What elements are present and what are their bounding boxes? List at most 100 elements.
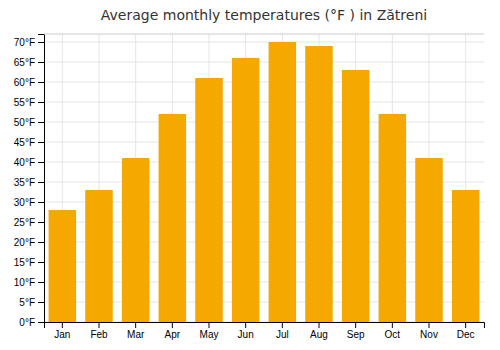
y-tick-label: 25°F	[14, 217, 35, 228]
y-tick-label: 20°F	[14, 237, 35, 248]
y-tick: 60°F	[14, 77, 44, 88]
y-tick-mark	[38, 282, 44, 283]
bar	[452, 190, 480, 322]
x-tick-label: Sep	[347, 329, 365, 340]
x-tick-mark	[465, 322, 466, 328]
y-tick-mark	[38, 82, 44, 83]
x-tick: Dec	[457, 322, 475, 340]
y-tick: 55°F	[14, 97, 44, 108]
x-tick-mark	[392, 322, 393, 328]
bar	[85, 190, 113, 322]
x-tick-mark	[282, 322, 283, 328]
y-tick-mark	[38, 202, 44, 203]
x-tick-label: Jan	[54, 329, 70, 340]
bar	[379, 114, 407, 322]
x-tick-label: Oct	[385, 329, 401, 340]
y-tick-label: 45°F	[14, 137, 35, 148]
title: Average monthly temperatures (°F ) in Ză…	[101, 7, 427, 23]
grid-line-y	[44, 122, 484, 123]
y-tick: 35°F	[14, 177, 44, 188]
x-tick: Feb	[90, 322, 108, 340]
x-tick: Nov	[420, 322, 438, 340]
bar	[159, 114, 187, 322]
x-tick: Mar	[127, 322, 145, 340]
x-tick: Aug	[310, 322, 328, 340]
x-tick-label: Feb	[90, 329, 108, 340]
x-tick-mark	[99, 322, 100, 328]
y-tick-mark	[38, 222, 44, 223]
bar	[122, 158, 149, 322]
x-tick: May	[200, 322, 219, 340]
bars	[49, 42, 480, 322]
grid-line-y	[44, 62, 484, 63]
y-tick-mark	[38, 122, 44, 123]
y-tick-label: 55°F	[14, 97, 35, 108]
y-tick: 65°F	[14, 57, 44, 68]
y-tick-mark	[38, 182, 44, 183]
y-tick-mark	[38, 142, 44, 143]
y-tick-label: 70°F	[14, 37, 35, 48]
grid-line-y	[44, 82, 484, 83]
plot: 0°F 5°F 10°F 15°F 20°F 25°F 30°F 35°F 40°F 45°F 50…	[14, 34, 485, 340]
x-tick-label: Apr	[165, 329, 181, 340]
x-tick: Oct	[385, 322, 401, 340]
y-tick: 30°F	[14, 197, 44, 208]
x-tick-mark	[135, 322, 136, 328]
x-tick-mark	[245, 322, 246, 328]
y-tick: 20°F	[14, 237, 44, 248]
x-tick-label: May	[200, 329, 219, 340]
y-tick-label: 30°F	[14, 197, 35, 208]
y-tick-mark	[38, 322, 44, 323]
y-tick: 10°F	[14, 277, 44, 288]
bar	[195, 78, 223, 322]
y-tick: 25°F	[14, 217, 44, 228]
grid-line-y	[44, 102, 484, 103]
y-tick-label: 50°F	[14, 117, 35, 128]
chart: 0°F 5°F 10°F 15°F 20°F 25°F 30°F 35°F 40°F 45°F 50…	[0, 0, 500, 350]
x-tick: Jul	[276, 322, 289, 340]
y-tick-label: 60°F	[14, 77, 35, 88]
x-tick-label: Nov	[420, 329, 438, 340]
bar	[232, 58, 260, 322]
y-tick-label: 10°F	[14, 277, 35, 288]
y-tick-label: 5°F	[19, 297, 35, 308]
x-tick: Apr	[165, 322, 181, 340]
x-axis: Jan Feb Mar Apr May Jun Jul Aug Sep Oct Nov Dec	[45, 322, 485, 340]
y-tick: 40°F	[14, 157, 44, 168]
x-tick-mark	[172, 322, 173, 328]
x-axis-line	[45, 323, 485, 329]
bar	[415, 158, 443, 322]
x-tick-label: Mar	[127, 329, 145, 340]
bar	[342, 70, 370, 322]
y-axis: 0°F 5°F 10°F 15°F 20°F 25°F 30°F 35°F 40°F 45°F 50…	[14, 35, 45, 328]
y-tick-mark	[38, 162, 44, 163]
y-tick: 45°F	[14, 137, 44, 148]
y-tick-label: 35°F	[14, 177, 35, 188]
y-tick-label: 15°F	[14, 257, 35, 268]
grid-line-y	[44, 42, 484, 43]
grid-line-y	[44, 142, 484, 143]
y-tick: 5°F	[19, 297, 44, 308]
x-tick-mark	[62, 322, 63, 328]
y-tick: 70°F	[14, 37, 44, 48]
plot-frame-top	[44, 34, 484, 35]
x-tick-label: Aug	[310, 329, 328, 340]
x-tick-mark	[319, 322, 320, 328]
bar	[305, 46, 333, 322]
x-tick-label: Jul	[276, 329, 289, 340]
y-axis-line	[38, 35, 45, 323]
y-tick-mark	[38, 42, 44, 43]
y-tick: 0°F	[19, 317, 44, 328]
y-tick-mark	[38, 242, 44, 243]
y-tick-mark	[38, 262, 44, 263]
x-tick-mark	[209, 322, 210, 328]
x-tick-label: Jun	[238, 329, 254, 340]
x-tick: Sep	[347, 322, 365, 340]
y-tick-mark	[38, 302, 44, 303]
grid	[44, 34, 484, 322]
y-tick-label: 40°F	[14, 157, 35, 168]
y-tick-label: 65°F	[14, 57, 35, 68]
bar	[49, 210, 76, 322]
x-tick-mark	[429, 322, 430, 328]
y-tick: 15°F	[14, 257, 44, 268]
